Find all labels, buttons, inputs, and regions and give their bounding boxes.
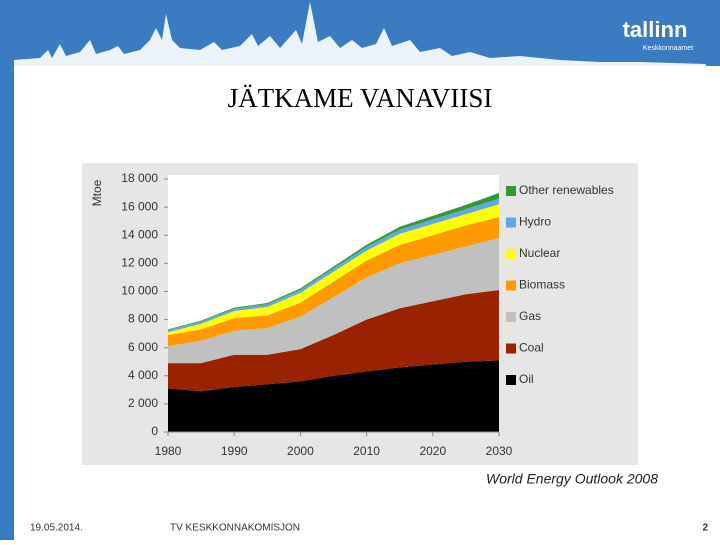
date: 19.05.2014. <box>30 523 83 534</box>
logo: tallinn <box>623 17 688 42</box>
legend-label: Other renewables <box>519 183 614 197</box>
y-tick-label: 6 000 <box>128 340 158 354</box>
legend-swatch <box>506 312 516 322</box>
y-tick-label: 16 000 <box>121 199 158 213</box>
legend-label: Oil <box>519 372 534 386</box>
area <box>168 198 499 333</box>
legend-swatch <box>506 280 516 291</box>
x-tick-label: 2020 <box>419 444 446 458</box>
left-border <box>0 0 14 540</box>
legend-swatch <box>506 217 516 228</box>
x-tick-label: 1980 <box>155 444 182 458</box>
legend-swatch <box>506 249 516 259</box>
source-box <box>472 468 688 492</box>
legend-label: Biomass <box>519 278 565 292</box>
legend-label: Gas <box>519 309 541 323</box>
area <box>168 360 499 432</box>
legend-swatch <box>506 375 516 385</box>
legend-label: Nuclear <box>519 246 560 260</box>
y-tick-label: 18 000 <box>121 171 158 185</box>
y-tick-label: 2 000 <box>128 396 158 410</box>
y-tick-label: 0 <box>151 424 158 438</box>
x-tick-label: 2030 <box>486 444 513 458</box>
slide-title: JÄTKAME VANAVIISI <box>228 83 493 113</box>
legend-label: Hydro <box>519 215 551 229</box>
area <box>168 204 499 336</box>
skyline <box>14 2 706 66</box>
y-tick-label: 10 000 <box>121 284 158 298</box>
y-tick-label: 8 000 <box>128 312 158 326</box>
x-tick-label: 2010 <box>353 444 380 458</box>
source: World Energy Outlook 2008 <box>486 471 658 487</box>
legend-swatch <box>506 186 516 196</box>
right-border <box>706 0 720 66</box>
y-tick-label: 14 000 <box>121 227 158 241</box>
y-tick-label: 12 000 <box>121 256 158 270</box>
x-tick-label: 2000 <box>287 444 314 458</box>
area <box>168 290 499 392</box>
legend-swatch <box>506 343 516 354</box>
y-axis-label: Mtoe <box>90 179 104 206</box>
footer: TV KESKKONNAKOMISJON <box>170 523 300 534</box>
area <box>168 238 499 364</box>
logo-subtitle: Keskkonnaamet <box>643 45 693 52</box>
x-tick-label: 1990 <box>221 444 248 458</box>
y-tick-label: 4 000 <box>128 368 158 382</box>
legend-label: Coal <box>519 341 544 355</box>
page-number: 2 <box>702 523 708 534</box>
area <box>168 193 499 331</box>
